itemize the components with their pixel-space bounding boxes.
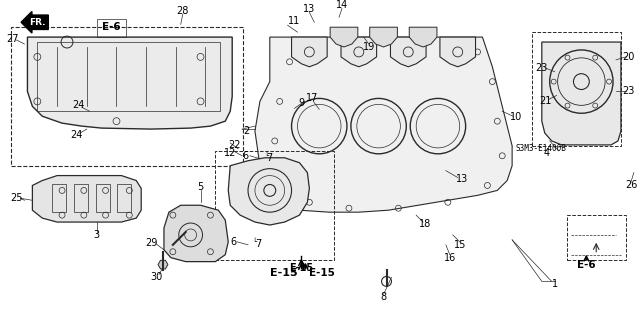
Text: 6: 6 (230, 237, 236, 247)
Polygon shape (409, 27, 437, 47)
Text: 12: 12 (224, 148, 236, 158)
Polygon shape (164, 205, 228, 262)
Polygon shape (330, 27, 358, 47)
Text: 8: 8 (380, 292, 387, 302)
Text: 24: 24 (73, 100, 85, 110)
Text: E-15: E-15 (289, 263, 314, 272)
Polygon shape (440, 37, 476, 67)
Text: 14: 14 (336, 0, 348, 11)
Bar (566, 215, 626, 260)
Text: └: └ (252, 239, 256, 245)
Text: 7: 7 (267, 153, 273, 163)
Text: 1: 1 (552, 279, 557, 289)
Text: 23: 23 (623, 86, 635, 96)
Text: FR.: FR. (29, 18, 45, 27)
Polygon shape (292, 37, 327, 67)
Text: 2: 2 (243, 126, 249, 136)
Bar (11, 27, 243, 166)
Text: 7: 7 (255, 239, 261, 249)
Text: 4: 4 (544, 148, 550, 158)
Polygon shape (370, 27, 397, 47)
Text: 27: 27 (6, 34, 19, 44)
Text: 24: 24 (70, 130, 83, 140)
Bar (532, 32, 621, 146)
Bar (52, 184, 66, 212)
Text: 5: 5 (197, 182, 204, 192)
Text: 23: 23 (536, 63, 548, 73)
Text: E-6: E-6 (102, 22, 121, 32)
Polygon shape (542, 42, 621, 145)
Text: 18: 18 (419, 219, 431, 229)
Bar (118, 184, 131, 212)
Bar (74, 184, 88, 212)
Text: 11: 11 (289, 16, 301, 26)
Text: 26: 26 (626, 181, 638, 190)
Polygon shape (228, 158, 309, 225)
Text: 30: 30 (150, 272, 162, 282)
Text: 3: 3 (93, 230, 100, 240)
Polygon shape (158, 260, 168, 269)
Text: └: └ (264, 153, 268, 159)
Polygon shape (390, 37, 426, 67)
Bar (37, 42, 220, 111)
Text: 13: 13 (456, 174, 468, 183)
Text: E-15: E-15 (309, 268, 335, 278)
Text: 13: 13 (303, 4, 316, 14)
Text: 17: 17 (306, 93, 319, 103)
Text: 9: 9 (298, 98, 305, 108)
Text: 16: 16 (444, 253, 456, 263)
Text: 10: 10 (510, 112, 522, 122)
Polygon shape (28, 37, 232, 129)
Bar (216, 151, 334, 260)
Text: E-6: E-6 (577, 260, 596, 270)
Bar (96, 184, 109, 212)
Text: 22: 22 (228, 140, 241, 150)
Bar (97, 19, 126, 37)
Polygon shape (341, 37, 376, 67)
Text: 29: 29 (145, 238, 157, 248)
Text: 19: 19 (363, 42, 375, 52)
Polygon shape (255, 37, 512, 212)
Text: 6: 6 (242, 151, 248, 161)
Text: S3M3-E1400B: S3M3-E1400B (516, 144, 566, 153)
Text: E-15: E-15 (270, 269, 298, 278)
Text: 15: 15 (454, 240, 466, 250)
Text: 28: 28 (177, 6, 189, 16)
Text: 25: 25 (10, 193, 23, 203)
Text: 20: 20 (623, 52, 635, 62)
Text: 21: 21 (540, 96, 552, 106)
Polygon shape (33, 175, 141, 222)
